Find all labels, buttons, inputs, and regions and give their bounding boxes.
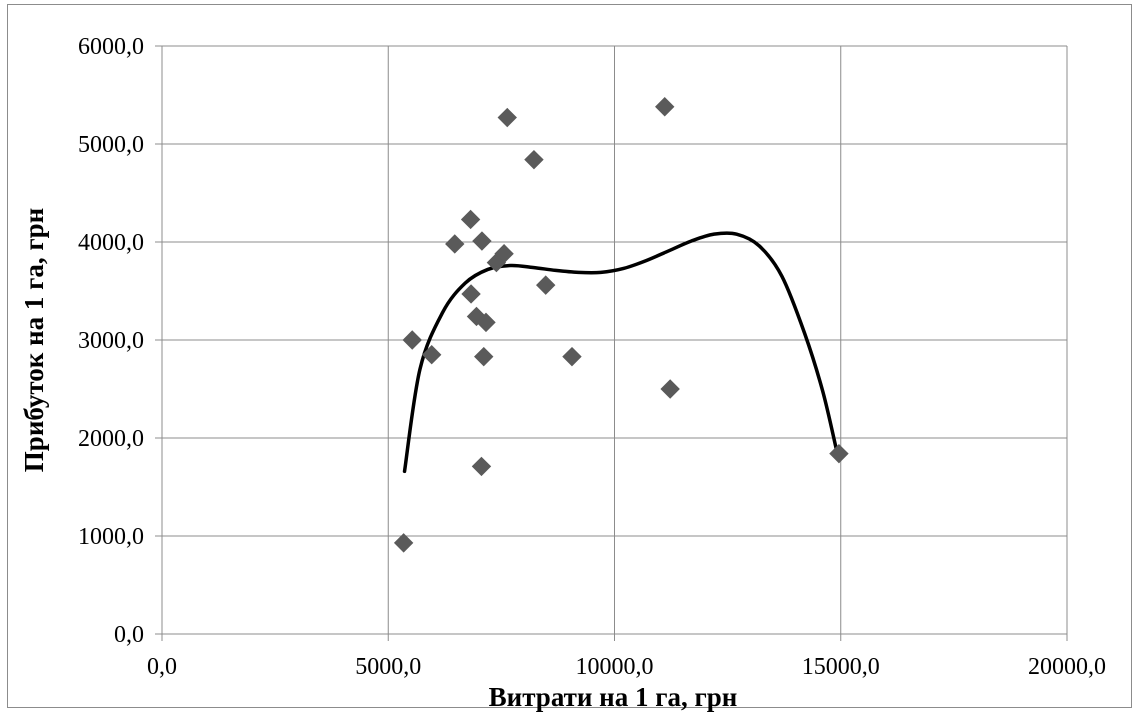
- data-point: [402, 330, 422, 350]
- x-tick-label: 20000,0: [1028, 654, 1106, 680]
- y-tick-label: 4000,0: [78, 230, 144, 256]
- trendline: [402, 231, 838, 474]
- y-tick-label: 1000,0: [78, 524, 144, 550]
- data-point: [421, 344, 442, 365]
- y-tick-label: 6000,0: [78, 34, 144, 60]
- data-point: [445, 234, 465, 254]
- x-axis-title: Витрати на 1 га, грн: [489, 682, 738, 712]
- y-tick-label: 0,0: [114, 622, 144, 648]
- y-tick-label: 2000,0: [78, 426, 144, 452]
- grid-lines: [162, 45, 1068, 634]
- trendline-layer: [402, 231, 838, 474]
- x-tick-label: 15000,0: [802, 654, 880, 680]
- data-point: [471, 456, 492, 477]
- data-point: [393, 533, 414, 553]
- y-axis-title: Прибуток на 1 га, грн: [19, 208, 49, 472]
- y-tick-label: 3000,0: [78, 328, 144, 354]
- data-point: [476, 312, 496, 333]
- data-point: [524, 149, 544, 170]
- y-tick-labels: 0,0 1000,0 2000,0 3000,0 4000,0 5000,0 6000,0: [78, 34, 144, 648]
- data-point: [494, 244, 514, 264]
- data-point: [536, 275, 556, 295]
- data-point: [829, 443, 849, 464]
- data-point: [660, 379, 680, 399]
- data-point: [461, 284, 481, 304]
- data-point: [655, 97, 675, 117]
- x-tick-labels: 0,0 5000,0 10000,0 15000,0 20000,0: [147, 654, 1106, 680]
- axes: [155, 45, 1068, 641]
- data-point: [460, 209, 481, 230]
- y-tick-label: 5000,0: [78, 132, 144, 158]
- x-tick-label: 0,0: [147, 654, 177, 680]
- x-tick-label: 10000,0: [576, 654, 654, 680]
- data-point: [562, 346, 582, 367]
- data-point: [474, 346, 494, 367]
- x-tick-label: 5000,0: [355, 654, 421, 680]
- data-point: [472, 231, 492, 251]
- data-point: [497, 107, 517, 128]
- data-points: [393, 97, 849, 553]
